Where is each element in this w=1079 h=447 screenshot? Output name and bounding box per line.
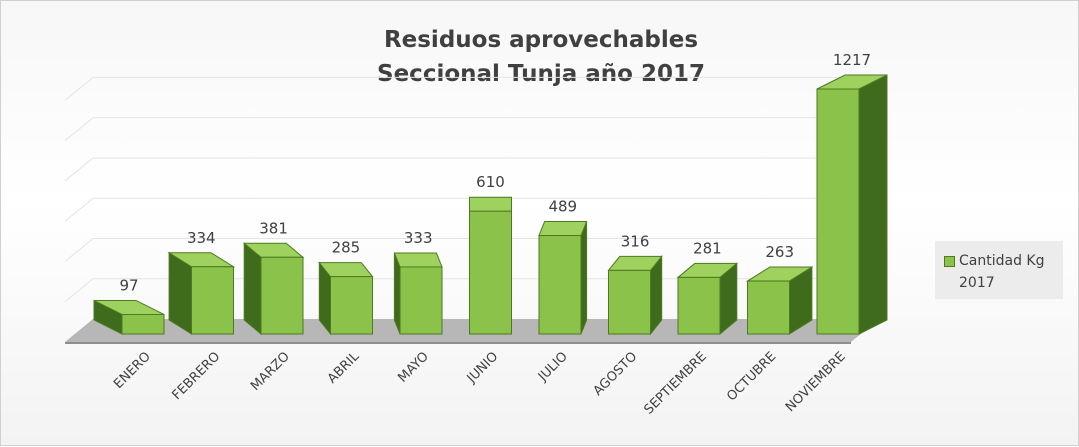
bar-front (747, 280, 790, 335)
data-label: 285 (332, 239, 361, 257)
tick-label: JUNIO (464, 349, 502, 387)
bar-side (858, 74, 888, 335)
data-label: 263 (765, 243, 794, 261)
chart-title-line1: Residuos aprovechables (383, 27, 699, 53)
bar-noviembre: 1217 (816, 51, 888, 335)
data-label: 316 (621, 232, 650, 250)
bar-febrero: 334 (167, 229, 236, 335)
tick-label: MAYO (395, 349, 431, 385)
bar-front (469, 210, 512, 335)
chart-title-line2: Seccional Tunja año 2017 (377, 61, 705, 87)
tick-label: NOVIEMBRE (783, 349, 849, 415)
tick-label: ABRIL (325, 349, 363, 387)
bar-front (608, 269, 651, 335)
bar-front (330, 276, 373, 335)
bar-top (393, 252, 443, 268)
bar-agosto: 316 (607, 232, 663, 336)
tick-label: FEBRERO (169, 349, 223, 403)
data-label: 97 (119, 276, 138, 294)
gridline (64, 278, 94, 303)
chart-legend: Cantidad Kg 2017 (935, 241, 1063, 299)
gridline (64, 157, 94, 182)
bar-front (538, 235, 582, 335)
data-label: 281 (693, 239, 722, 257)
bar-enero: 97 (93, 276, 165, 335)
bar-top (469, 196, 512, 212)
tick-label: ENERO (111, 349, 154, 392)
bar-mayo: 333 (393, 229, 443, 335)
bar-septiembre: 281 (676, 239, 739, 336)
bar-side (243, 242, 262, 336)
gridline (64, 238, 94, 262)
gridline (64, 117, 94, 142)
bar-front (121, 313, 165, 335)
data-label: 334 (187, 229, 216, 247)
bar-marzo: 381 (242, 219, 305, 336)
data-label: 381 (259, 219, 288, 237)
legend-label: Cantidad Kg 2017 (959, 253, 1045, 291)
bar-octubre: 263 (745, 243, 814, 335)
bar-front (399, 266, 443, 335)
data-label: 333 (404, 229, 433, 247)
bar-front (191, 266, 234, 335)
gridline (64, 197, 94, 222)
legend-swatch (944, 256, 955, 267)
tick-label: SEPTIEMBRE (641, 349, 709, 417)
data-label: 610 (476, 173, 505, 191)
bar-junio: 610 (469, 173, 512, 335)
bar-front (260, 256, 304, 335)
gridline (64, 77, 94, 101)
bar-julio: 489 (538, 198, 588, 335)
bar-abril: 285 (318, 239, 374, 336)
tick-label: OCTUBRE (724, 349, 779, 404)
tick-label: MARZO (248, 349, 293, 394)
data-label: 489 (548, 198, 577, 216)
tick-label: AGOSTO (591, 349, 641, 399)
bar-front (816, 88, 860, 335)
bar-top (538, 221, 588, 237)
data-label: 1217 (833, 51, 871, 69)
tick-label: JULIO (535, 349, 571, 385)
bar-side (580, 221, 588, 335)
bar-front (677, 276, 721, 335)
